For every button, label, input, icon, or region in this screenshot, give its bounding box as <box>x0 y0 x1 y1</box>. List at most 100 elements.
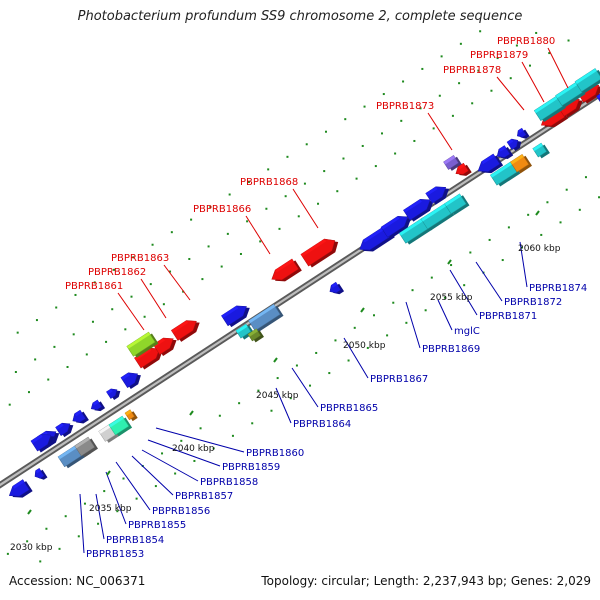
gene-label: PBPRB1865 <box>320 403 378 414</box>
guide-dot <box>295 364 298 367</box>
guide-dot <box>231 434 234 437</box>
guide-dot <box>469 251 472 254</box>
guide-dot <box>507 226 510 229</box>
backbone-dots <box>6 30 600 563</box>
label-leader-line <box>105 471 127 525</box>
guide-dot <box>154 485 157 488</box>
label-leader-line <box>245 215 271 255</box>
label-leader-line <box>475 261 503 302</box>
guide-dot <box>34 358 37 361</box>
guide-dot <box>382 93 385 96</box>
guide-dot <box>459 42 462 45</box>
gene-feature <box>329 281 345 295</box>
label-leader-line <box>343 337 369 379</box>
guide-dot <box>527 213 530 216</box>
guide-dot <box>265 207 268 210</box>
label-leader-line <box>496 76 525 111</box>
gene-feature <box>74 436 98 458</box>
guide-dot <box>226 232 229 235</box>
guide-dot <box>334 339 337 342</box>
gene-label: PBPRB1857 <box>175 491 233 502</box>
guide-dot <box>55 306 58 309</box>
gene-feature <box>30 434 55 453</box>
guide-dot <box>289 397 292 400</box>
gene-label: PBPRB1874 <box>529 283 587 294</box>
gene-feature <box>8 479 33 498</box>
guide-dot <box>400 119 403 122</box>
guide-dot <box>324 130 327 133</box>
guide-dot <box>567 39 570 42</box>
guide-dot <box>247 180 250 183</box>
gene-label: PBPRB1858 <box>200 477 258 488</box>
label-leader-line <box>117 292 145 331</box>
label-leader-line <box>115 461 151 511</box>
guide-dot <box>16 331 19 334</box>
gene-label: PBPRB1854 <box>106 535 164 546</box>
gene-feature <box>221 305 250 328</box>
gene-feature <box>555 82 586 108</box>
gene-feature <box>152 337 177 357</box>
gene-label: PBPRB1869 <box>422 344 480 355</box>
guide-dot <box>438 94 441 97</box>
guide-dot <box>149 283 152 286</box>
guide-dot <box>374 165 377 168</box>
guide-dot <box>39 560 42 563</box>
guide-dot <box>323 170 326 173</box>
guide-dot <box>496 57 499 60</box>
guide-dot <box>267 168 270 171</box>
guide-dot <box>239 252 242 255</box>
axis-tick-label: 2045 kbp <box>256 391 299 401</box>
gene-feature <box>403 198 434 222</box>
guide-dot <box>251 422 254 425</box>
guide-dot <box>190 218 193 221</box>
guide-dot <box>122 477 125 480</box>
guide-dot <box>284 195 287 198</box>
guide-dot <box>111 308 114 311</box>
guide-dot <box>161 452 164 455</box>
guide-dot <box>353 326 356 329</box>
guide-dot <box>432 127 435 130</box>
axis-tick-label: 2060 kbp <box>518 244 561 254</box>
guide-dot <box>58 547 61 550</box>
gene-feature <box>532 142 550 159</box>
guide-dot <box>344 118 347 121</box>
gene-feature <box>489 161 521 187</box>
guide-dot <box>246 220 249 223</box>
gene-label: PBPRB1855 <box>128 520 186 531</box>
guide-dot <box>515 44 518 47</box>
guide-dot <box>259 240 262 243</box>
guide-dot <box>381 132 384 135</box>
guide-dot <box>342 157 345 160</box>
guide-dot <box>559 221 562 224</box>
axis-tick-label: 2050 kbp <box>343 341 386 351</box>
guide-dot <box>97 522 100 525</box>
gene-label: PBPRB1879 <box>470 50 528 61</box>
guide-dot <box>424 309 427 312</box>
axis-tick-label: 2055 kbp <box>430 293 473 303</box>
guide-dot <box>479 30 482 33</box>
axis-tick-mark <box>447 259 452 265</box>
guide-dot <box>174 472 177 475</box>
guide-dot <box>440 55 443 58</box>
guide-dot <box>83 502 86 505</box>
guide-dot <box>317 202 320 205</box>
guide-dot <box>116 510 119 513</box>
gene-label: PBPRB1853 <box>86 549 144 560</box>
guide-dot <box>546 201 549 204</box>
guide-dot <box>278 227 281 230</box>
gene-label: PBPRB1866 <box>193 204 251 215</box>
gene-feature <box>108 415 133 437</box>
gene-feature <box>496 145 514 159</box>
guide-dot <box>53 345 56 348</box>
guide-dot <box>103 490 106 493</box>
gene-feature <box>380 215 412 239</box>
guide-dot <box>151 243 154 246</box>
guide-dot <box>124 328 127 331</box>
gene-feature <box>235 323 255 340</box>
gene-label: PBPRB1868 <box>240 177 298 188</box>
gene-feature <box>443 155 462 171</box>
guide-dot <box>130 295 133 298</box>
gene-label: PBPRB1863 <box>111 253 169 264</box>
backbone-line <box>0 92 600 487</box>
guide-dot <box>430 276 433 279</box>
